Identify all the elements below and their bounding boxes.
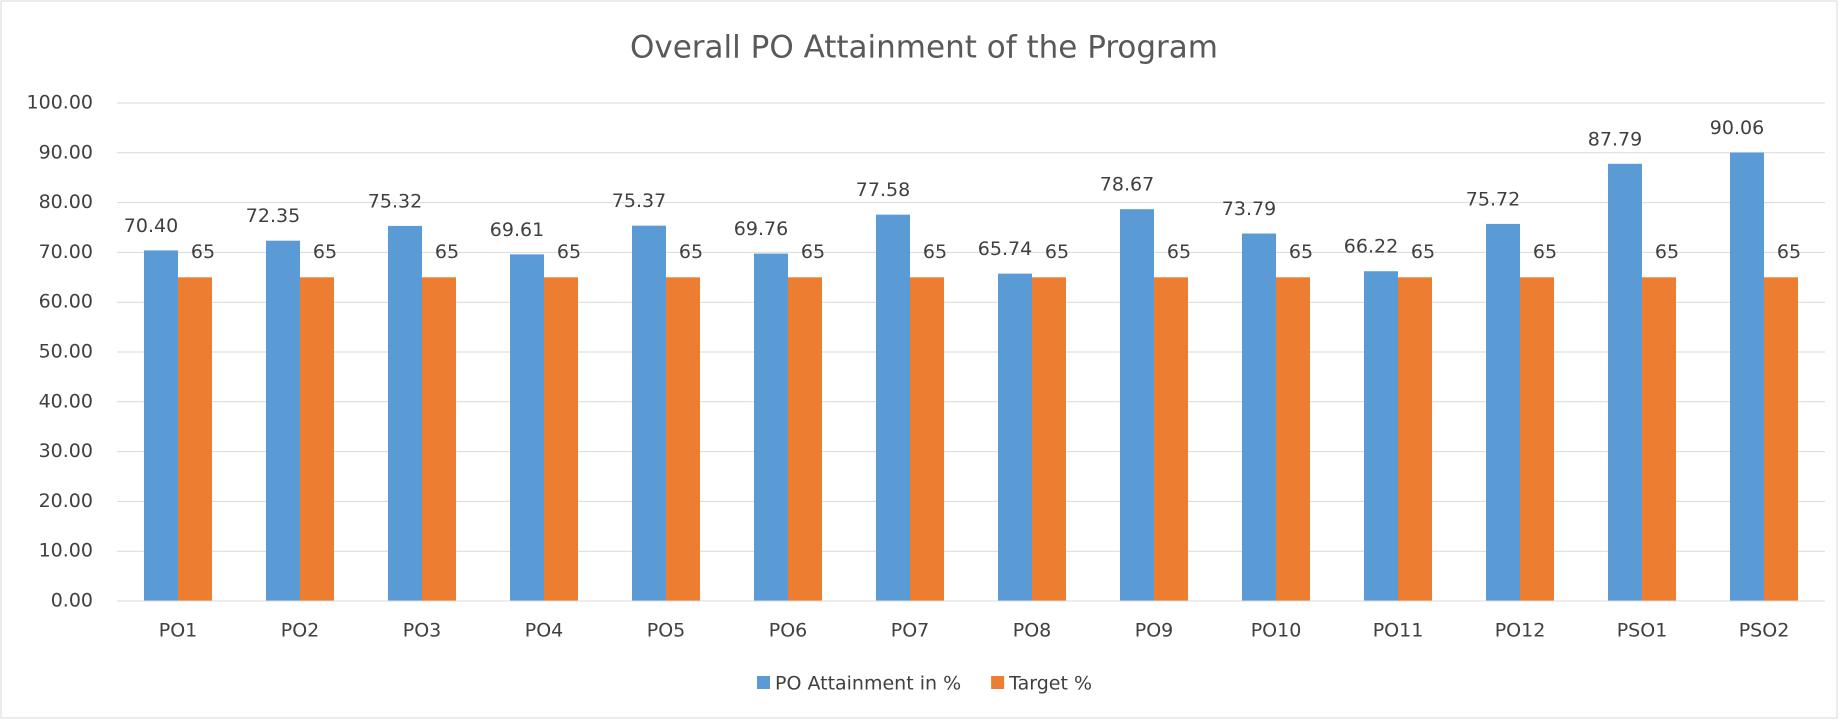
- x-tick-label: PO2: [281, 620, 320, 642]
- data-label: 65: [1777, 241, 1801, 263]
- data-label: 65.74: [978, 238, 1032, 260]
- y-tick-label: 60.00: [39, 291, 93, 313]
- x-tick-label: PO10: [1251, 620, 1302, 642]
- data-label: 65: [557, 241, 581, 263]
- bar: [1032, 277, 1066, 601]
- data-label: 73.79: [1222, 198, 1276, 220]
- data-label: 75.72: [1466, 188, 1520, 210]
- data-label: 65: [1533, 241, 1557, 263]
- bar: [1242, 233, 1276, 601]
- data-label: 65: [1167, 241, 1191, 263]
- y-tick-label: 40.00: [39, 390, 93, 412]
- bar: [178, 277, 212, 601]
- x-tick-label: PO9: [1135, 620, 1174, 642]
- data-label: 65: [191, 241, 215, 263]
- bar: [998, 273, 1032, 601]
- x-tick-label: PO11: [1373, 620, 1424, 642]
- data-label: 65: [313, 241, 337, 263]
- bar: [1398, 277, 1432, 601]
- legend-label: Target %: [1008, 673, 1092, 695]
- x-tick-label: PO1: [159, 620, 198, 642]
- chart-title: Overall PO Attainment of the Program: [630, 30, 1218, 66]
- data-label: 65: [679, 241, 703, 263]
- bar: [788, 277, 822, 601]
- data-label: 65: [923, 241, 947, 263]
- data-label: 65: [435, 241, 459, 263]
- data-label: 65: [1289, 241, 1313, 263]
- bar: [144, 250, 178, 601]
- bar: [544, 277, 578, 601]
- data-label: 90.06: [1710, 117, 1764, 139]
- data-label: 72.35: [246, 205, 300, 227]
- y-tick-label: 90.00: [39, 141, 93, 163]
- bar: [1364, 271, 1398, 601]
- x-tick-label: PO5: [647, 620, 686, 642]
- y-tick-label: 100.00: [27, 92, 93, 114]
- data-label: 75.32: [368, 190, 422, 212]
- x-tick-label: PSO1: [1617, 620, 1668, 642]
- bar: [754, 253, 788, 601]
- bar: [300, 277, 334, 601]
- bar: [1120, 209, 1154, 602]
- data-label: 66.22: [1344, 236, 1398, 258]
- bar: [1730, 152, 1764, 601]
- x-tick-label: PSO2: [1739, 620, 1790, 642]
- bar: [266, 240, 300, 601]
- bar: [632, 225, 666, 601]
- y-tick-label: 70.00: [39, 241, 93, 263]
- data-label: 65: [1045, 241, 1069, 263]
- bar: [1154, 277, 1188, 601]
- data-label: 65: [1411, 241, 1435, 263]
- y-tick-label: 50.00: [39, 341, 93, 363]
- y-tick-label: 20.00: [39, 490, 93, 512]
- data-label: 75.37: [612, 190, 666, 212]
- data-label: 78.67: [1100, 174, 1154, 196]
- bar: [1520, 277, 1554, 601]
- x-tick-label: PO7: [891, 620, 930, 642]
- bar: [422, 277, 456, 601]
- y-tick-label: 30.00: [39, 440, 93, 462]
- data-label: 69.76: [734, 218, 788, 240]
- bar: [1642, 277, 1676, 601]
- legend-swatch: [757, 676, 770, 689]
- x-tick-label: PO4: [525, 620, 564, 642]
- legend-label: PO Attainment in %: [775, 673, 961, 695]
- y-tick-label: 80.00: [39, 191, 93, 213]
- bar: [510, 254, 544, 601]
- data-label: 70.40: [124, 215, 178, 237]
- x-tick-label: PO6: [769, 620, 808, 642]
- bar: [910, 277, 944, 601]
- bar: [876, 214, 910, 601]
- bar: [388, 225, 422, 601]
- data-label: 87.79: [1588, 128, 1642, 150]
- bar: [1608, 163, 1642, 602]
- x-tick-label: PO3: [403, 620, 442, 642]
- x-tick-label: PO12: [1495, 620, 1546, 642]
- data-label: 65: [1655, 241, 1679, 263]
- y-tick-label: 0.00: [51, 590, 93, 612]
- x-tick-label: PO8: [1013, 620, 1052, 642]
- data-label: 69.61: [490, 219, 544, 241]
- bar: [666, 277, 700, 601]
- bar: [1764, 277, 1798, 601]
- data-label: 65: [801, 241, 825, 263]
- data-label: 77.58: [856, 179, 910, 201]
- legend-swatch: [991, 676, 1005, 689]
- bar: [1276, 277, 1310, 601]
- bar: [1486, 223, 1520, 601]
- y-tick-label: 10.00: [39, 540, 93, 562]
